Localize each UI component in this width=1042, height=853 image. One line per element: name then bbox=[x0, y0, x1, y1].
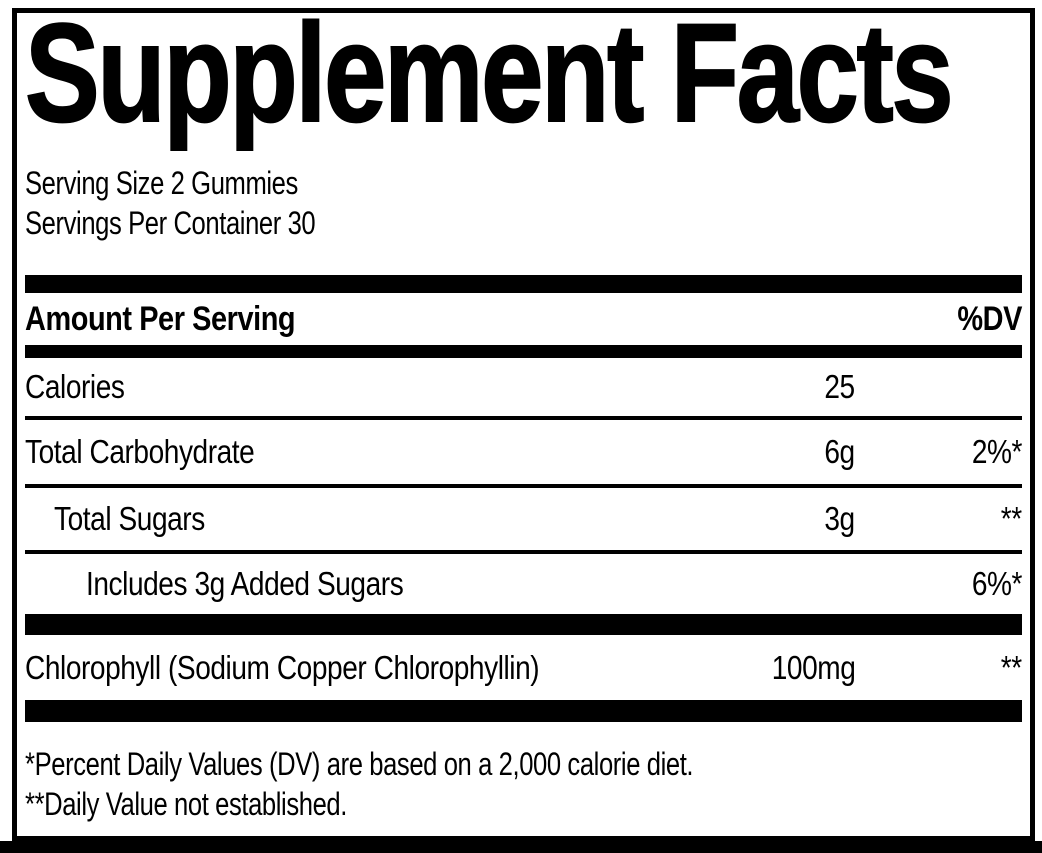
nutrient-amount bbox=[705, 565, 855, 603]
nutrient-name: Calories bbox=[25, 368, 125, 405]
label-title: Supplement Facts bbox=[24, 0, 954, 151]
nutrient-amount: 100mg bbox=[771, 648, 855, 686]
thick-divider-bottom bbox=[25, 700, 1022, 722]
nutrient-row-added-sugars: Includes 3g Added Sugars 6%* bbox=[25, 554, 1022, 614]
thin-divider-1 bbox=[25, 416, 1022, 420]
footnotes: *Percent Daily Values (DV) are based on … bbox=[25, 744, 1022, 824]
nutrient-row-total-carbohydrate: Total Carbohydrate 6g 2%* bbox=[25, 420, 1022, 484]
serving-info: Serving Size 2 Gummies Servings Per Cont… bbox=[25, 163, 1022, 243]
serving-size-line: Serving Size 2 Gummies bbox=[25, 165, 298, 201]
nutrient-name: Total Sugars bbox=[54, 500, 205, 537]
amount-per-serving-header: Amount Per Serving bbox=[25, 299, 296, 338]
nutrient-dv: 6%* bbox=[971, 565, 1023, 602]
nutrient-name: Total Carbohydrate bbox=[25, 433, 255, 470]
nutrient-dv bbox=[855, 368, 1022, 406]
nutrient-amount: 3g bbox=[824, 500, 856, 537]
nutrient-name: Includes 3g Added Sugars bbox=[86, 565, 404, 602]
thin-divider-2 bbox=[25, 484, 1022, 488]
nutrient-row-total-sugars: Total Sugars 3g ** bbox=[25, 488, 1022, 550]
nutrient-dv: ** bbox=[1001, 500, 1022, 537]
servings-per-container-line: Servings Per Container 30 bbox=[25, 205, 316, 241]
nutrient-dv: 2%* bbox=[971, 433, 1023, 470]
nutrient-dv: ** bbox=[1001, 648, 1022, 686]
nutrient-name: Chlorophyll (Sodium Copper Chlorophyllin… bbox=[25, 648, 540, 686]
supplement-facts-label: Supplement Facts Serving Size 2 Gummies … bbox=[12, 0, 1035, 841]
column-header-row: Amount Per Serving %DV bbox=[25, 293, 1022, 345]
nutrient-row-calories: Calories 25 bbox=[25, 358, 1022, 416]
thick-divider-top bbox=[25, 275, 1022, 293]
nutrient-amount: 6g bbox=[824, 433, 856, 470]
thick-divider-mid bbox=[25, 614, 1022, 635]
thin-divider-3 bbox=[25, 550, 1022, 554]
percent-dv-header: %DV bbox=[957, 299, 1022, 338]
label-bottom-border bbox=[0, 841, 1042, 853]
nutrient-amount: 25 bbox=[824, 368, 856, 405]
footnote-percent-dv: *Percent Daily Values (DV) are based on … bbox=[25, 746, 694, 782]
nutrient-row-chlorophyll: Chlorophyll (Sodium Copper Chlorophyllin… bbox=[25, 635, 1022, 700]
footnote-not-established: **Daily Value not established. bbox=[25, 786, 347, 822]
thick-divider-header bbox=[25, 345, 1022, 358]
